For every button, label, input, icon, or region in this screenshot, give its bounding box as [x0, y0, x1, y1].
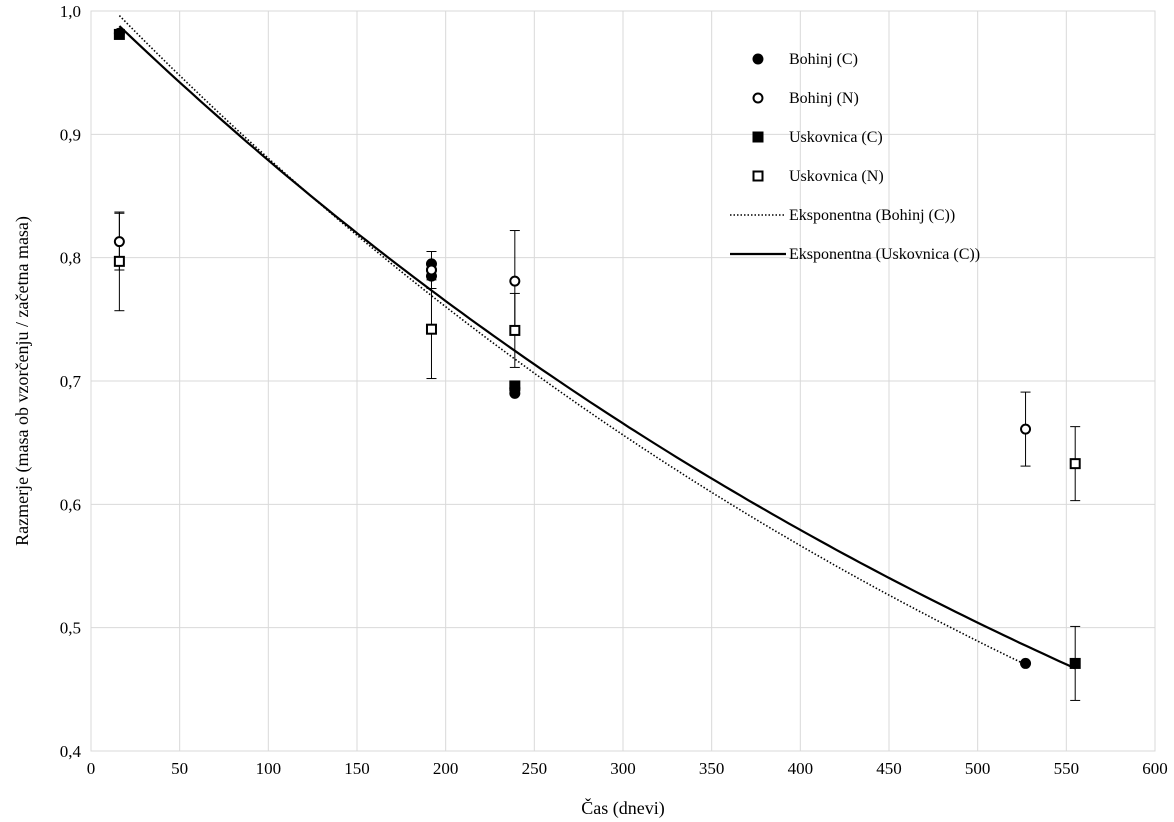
data-points [113, 27, 1081, 669]
x-axis-title: Čas (dnevi) [581, 797, 664, 819]
data-point [113, 28, 125, 40]
y-tick-label: 0,4 [60, 742, 82, 761]
legend: Bohinj (C) Bohinj (N) Uskovnica (C) Uskovni… [730, 51, 980, 263]
legend-marker [752, 53, 764, 65]
x-tick-label: 400 [788, 759, 814, 778]
data-point [113, 236, 125, 248]
data-point [1069, 657, 1081, 669]
y-tick-label: 0,7 [60, 372, 82, 391]
trend-line-4 [118, 15, 1026, 666]
legend-marker [752, 92, 764, 104]
x-tick-label: 350 [699, 759, 725, 778]
y-axis-title: Razmerje (masa ob vzorčenju / začetna ma… [12, 216, 33, 546]
data-point [509, 324, 521, 336]
data-point [425, 323, 437, 335]
legend-label: Eksponentna (Bohinj (C)) [789, 207, 955, 224]
x-tick-label: 500 [965, 759, 991, 778]
y-tick-label: 1,0 [60, 2, 81, 21]
data-point [113, 255, 125, 267]
trend-lines [118, 15, 1076, 670]
data-point [1020, 423, 1032, 435]
x-tick-label: 100 [256, 759, 282, 778]
x-tick-label: 150 [344, 759, 370, 778]
x-tick-label: 0 [87, 759, 96, 778]
trend-line-5 [118, 25, 1076, 670]
legend-marker [752, 170, 764, 182]
plot-area [90, 10, 1156, 752]
x-tick-label: 550 [1054, 759, 1080, 778]
x-tick-label: 300 [610, 759, 636, 778]
grid [90, 10, 1156, 752]
data-point [425, 264, 437, 276]
y-tick-label: 0,8 [60, 249, 81, 268]
y-tick-label: 0,6 [60, 495, 81, 514]
data-point [1020, 657, 1032, 669]
y-tick-label: 0,5 [60, 619, 81, 638]
x-tick-label: 600 [1142, 759, 1168, 778]
data-point [1069, 458, 1081, 470]
y-tick-label: 0,9 [60, 125, 81, 144]
legend-marker [752, 131, 764, 143]
x-tick-label: 250 [522, 759, 548, 778]
x-tick-label: 50 [171, 759, 188, 778]
legend-label: Eksponentna (Uskovnica (C)) [789, 246, 980, 263]
legend-label: Uskovnica (N) [789, 168, 884, 185]
data-point [509, 380, 521, 392]
legend-label: Uskovnica (C) [789, 129, 883, 146]
x-tick-label: 450 [876, 759, 902, 778]
data-point [509, 275, 521, 287]
legend-label: Bohinj (N) [789, 90, 859, 107]
axis-ticks: 0 50 100 150 200 250 300 350 400 450 500 550 600 0,4 0… [60, 2, 1168, 778]
legend-label: Bohinj (C) [789, 51, 858, 68]
x-tick-label: 200 [433, 759, 459, 778]
